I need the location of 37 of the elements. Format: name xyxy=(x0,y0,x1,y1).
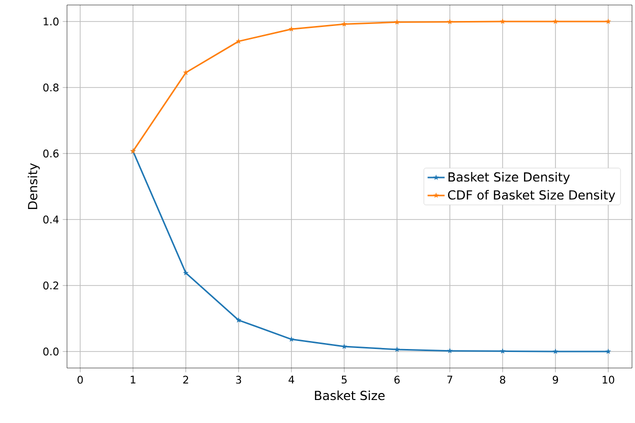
x-axis-title: Basket Size xyxy=(314,390,385,400)
y-tick-label: 0.0 xyxy=(43,348,59,356)
point xyxy=(341,21,348,27)
point xyxy=(446,18,453,24)
point xyxy=(182,270,189,276)
x-tick-label: 10 xyxy=(602,376,614,384)
point xyxy=(236,38,242,44)
y-tick-label: 0.6 xyxy=(43,150,59,158)
x-tick-label: 6 xyxy=(394,376,400,384)
y-axis-title: Density xyxy=(28,163,40,209)
point xyxy=(182,70,189,76)
point xyxy=(552,18,558,24)
y-tick-label: 1.0 xyxy=(44,18,59,26)
point xyxy=(394,19,400,25)
point xyxy=(552,348,558,354)
x-tick-label: 3 xyxy=(236,376,242,384)
y-tick-label: 0.8 xyxy=(43,84,59,92)
x-tick-label: 2 xyxy=(183,376,188,384)
y-tick-label: 0.4 xyxy=(43,216,59,224)
x-tick-label: 1 xyxy=(130,376,136,384)
x-tick-label: 0 xyxy=(78,376,83,384)
x-tick-label: 9 xyxy=(552,376,558,384)
point xyxy=(500,348,506,354)
point xyxy=(605,348,612,354)
legend-label: Basket Size Density xyxy=(448,172,570,184)
point xyxy=(394,346,400,352)
x-tick-label: 8 xyxy=(500,376,506,384)
point xyxy=(288,26,294,32)
point xyxy=(605,18,612,24)
point xyxy=(500,18,506,24)
point xyxy=(446,348,453,354)
y-tick-label: 0.2 xyxy=(43,282,58,290)
x-tick-label: 5 xyxy=(342,376,347,384)
x-tick-label: 4 xyxy=(288,376,294,384)
point xyxy=(236,317,242,323)
x-tick-label: 7 xyxy=(447,376,452,384)
legend-label: CDF of Basket Size Density xyxy=(448,190,616,202)
